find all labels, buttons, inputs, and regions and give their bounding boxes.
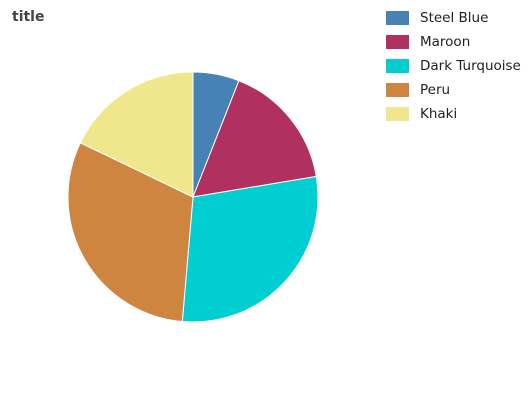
legend-item-khaki: Khaki — [386, 104, 532, 124]
pie-slice-dark-turquoise — [181, 175, 319, 323]
legend-swatch-peru — [386, 83, 409, 97]
legend: Steel Blue Maroon Dark Turquoise Peru Kh… — [386, 8, 532, 128]
legend-label-khaki: Khaki — [420, 106, 458, 122]
legend-label-maroon: Maroon — [420, 34, 471, 50]
legend-label-steel-blue: Steel Blue — [420, 10, 489, 26]
pie-slice-peru — [67, 142, 194, 323]
legend-swatch-khaki — [386, 107, 409, 121]
legend-label-peru: Peru — [420, 82, 451, 98]
pie-slice-khaki — [79, 71, 194, 198]
chart-title: title — [12, 9, 45, 25]
legend-swatch-dark-turquoise — [386, 59, 409, 73]
legend-swatch-steel-blue — [386, 11, 409, 25]
legend-label-dark-turquoise: Dark Turquoise — [420, 58, 521, 74]
pie-slice-maroon — [192, 80, 317, 198]
legend-swatch-maroon — [386, 35, 409, 49]
legend-item-peru: Peru — [386, 80, 532, 100]
legend-item-maroon: Maroon — [386, 32, 532, 52]
legend-item-steel-blue: Steel Blue — [386, 8, 532, 28]
legend-item-dark-turquoise: Dark Turquoise — [386, 56, 532, 76]
